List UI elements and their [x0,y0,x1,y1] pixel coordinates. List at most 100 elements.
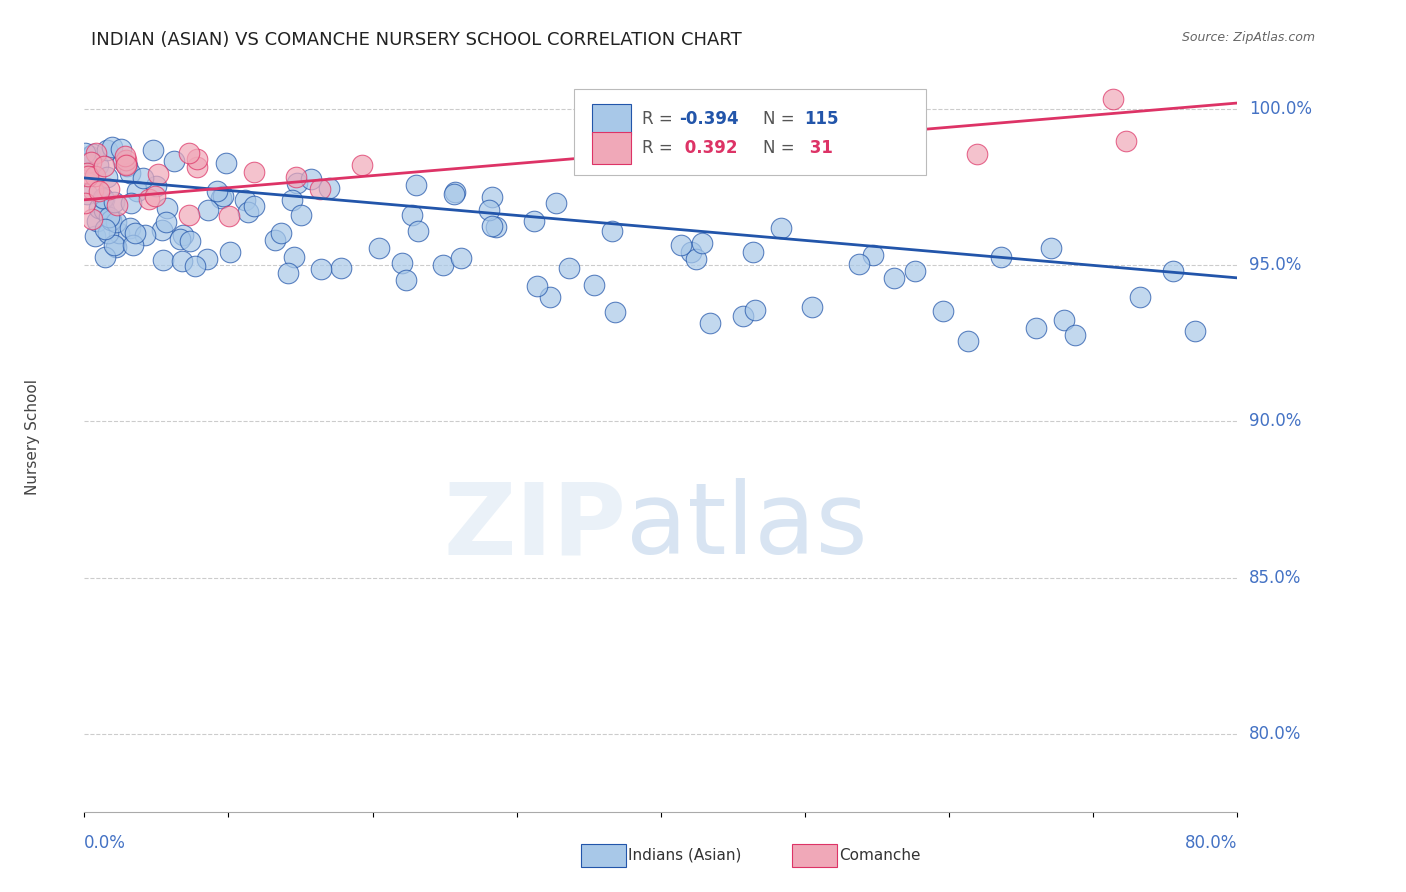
Point [96,170,118,185]
Point [98,182,121,196]
Point [145,179,167,194]
FancyBboxPatch shape [592,132,631,163]
Point [155,215,177,229]
Point [172,227,194,242]
Text: R =: R = [643,111,678,128]
Point [156,202,179,216]
Point [350,158,373,172]
Point [432,258,454,272]
Point [544,196,567,211]
Point [114,158,136,172]
Point [219,244,242,259]
Point [394,273,416,287]
Point [84,145,107,160]
Point [277,266,299,280]
Point [330,260,353,275]
Point [769,220,792,235]
Text: ZIP: ZIP [443,478,626,575]
Point [77,169,100,183]
Point [1102,91,1125,105]
Point [110,142,132,156]
Point [690,235,713,250]
Point [93,202,115,217]
Point [89,184,111,198]
Point [122,237,145,252]
Text: N =: N = [763,139,800,157]
Point [93,159,115,173]
Point [177,145,200,160]
Point [283,250,305,264]
Point [186,160,208,174]
Point [401,208,423,222]
Point [80,155,103,169]
Point [124,227,146,241]
Point [94,251,117,265]
Point [96,143,118,157]
Text: 0.0%: 0.0% [84,834,127,852]
Point [80,212,103,227]
Point [87,158,110,172]
Point [131,171,153,186]
FancyBboxPatch shape [592,103,631,135]
Point [138,192,160,206]
Point [309,182,332,196]
Point [238,205,260,219]
Text: 0.392: 0.392 [679,139,738,157]
Point [150,222,173,236]
Point [1025,321,1047,335]
Point [263,233,285,247]
Point [904,264,927,278]
Text: 95.0%: 95.0% [1249,256,1301,275]
Point [243,164,266,178]
Point [957,334,980,348]
Point [1053,312,1076,326]
Point [103,238,125,252]
Point [98,210,121,224]
Text: 115: 115 [804,111,838,128]
Point [800,301,823,315]
Point [105,215,128,229]
Text: Comanche: Comanche [839,848,921,863]
Point [299,172,322,186]
Point [101,140,124,154]
Point [186,153,208,167]
Point [443,186,465,201]
Point [83,169,105,183]
Text: 31: 31 [804,139,832,157]
Point [82,146,104,161]
Point [205,184,228,198]
Point [367,242,389,256]
Point [177,208,200,222]
Text: -0.394: -0.394 [679,111,740,128]
Point [290,208,312,222]
Text: 80.0%: 80.0% [1185,834,1237,852]
Point [685,252,707,266]
Point [103,194,125,209]
Text: atlas: atlas [626,478,868,575]
Point [405,178,427,193]
Point [233,193,256,207]
Point [179,235,201,249]
Text: Source: ZipAtlas.com: Source: ZipAtlas.com [1181,31,1315,45]
Point [93,222,115,236]
Point [100,213,122,227]
Point [679,244,702,259]
Point [1184,324,1206,338]
Point [197,203,219,218]
Point [318,181,340,195]
Point [243,199,266,213]
Point [76,186,98,201]
Point [73,196,96,211]
Point [163,153,186,168]
Text: Indians (Asian): Indians (Asian) [628,848,742,863]
Point [218,209,240,223]
Text: 100.0%: 100.0% [1249,100,1312,119]
Point [184,259,207,273]
Point [86,213,108,227]
Point [169,232,191,246]
FancyBboxPatch shape [575,88,927,175]
Point [108,227,131,241]
Text: N =: N = [763,111,800,128]
Point [120,196,142,211]
Point [526,279,548,293]
